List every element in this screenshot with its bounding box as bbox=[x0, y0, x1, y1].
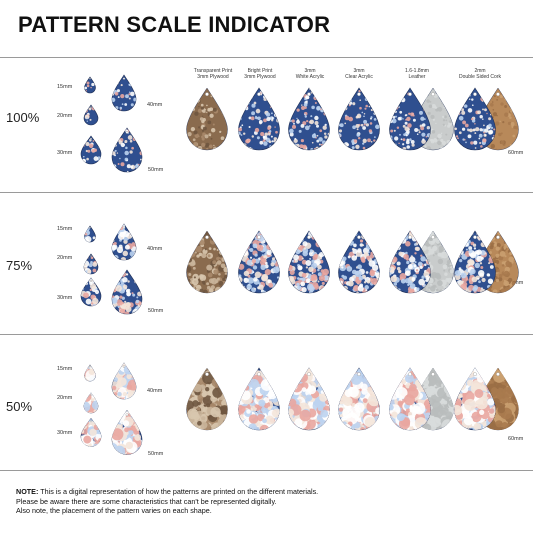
material-line: Leather bbox=[408, 74, 426, 80]
size-label-20mm: 20mm bbox=[57, 255, 73, 261]
size-label-60mm: 60mm bbox=[508, 150, 524, 156]
material-line: Bright Print bbox=[247, 68, 273, 74]
size-label-40mm: 40mm bbox=[147, 246, 163, 252]
divider bbox=[0, 57, 533, 58]
size-label-20mm: 20mm bbox=[57, 113, 73, 119]
teardrop-sample bbox=[288, 367, 330, 431]
teardrop-sample bbox=[288, 230, 330, 294]
material-line: 3mm bbox=[304, 68, 316, 74]
teardrop-sample bbox=[111, 362, 137, 400]
teardrop-sample bbox=[84, 76, 96, 94]
size-label-50mm: 50mm bbox=[148, 451, 164, 457]
teardrop-sample bbox=[84, 225, 96, 243]
teardrop-sample bbox=[80, 277, 102, 307]
size-label-50mm: 50mm bbox=[148, 308, 164, 314]
material-line: White Acrylic bbox=[295, 74, 325, 80]
material-line: 3mm bbox=[353, 68, 365, 74]
teardrop-sample bbox=[111, 409, 143, 455]
divider bbox=[0, 192, 533, 193]
material-label-leather: 1.6-1.8mm Leather bbox=[384, 68, 450, 80]
teardrop-sample bbox=[186, 230, 228, 294]
size-label-50mm: 50mm bbox=[148, 167, 164, 173]
teardrop-sample bbox=[83, 253, 99, 275]
size-label-15mm: 15mm bbox=[57, 84, 73, 90]
material-label-white-acrylic: 3mm White Acrylic bbox=[277, 68, 343, 80]
material-line: 1.6-1.8mm bbox=[405, 68, 429, 74]
teardrop-sample bbox=[454, 87, 496, 151]
size-label-20mm: 20mm bbox=[57, 395, 73, 401]
teardrop-sample bbox=[186, 87, 228, 151]
teardrop-sample bbox=[186, 367, 228, 431]
note-block: NOTE: This is a digital representation o… bbox=[16, 487, 521, 516]
scale-label-50: 50% bbox=[6, 399, 33, 414]
scale-label-75: 75% bbox=[6, 258, 33, 273]
teardrop-sample bbox=[238, 230, 280, 294]
size-label-60mm: 60mm bbox=[508, 436, 524, 442]
divider bbox=[0, 470, 533, 471]
material-line: Clear Acrylic bbox=[345, 74, 373, 80]
note-label: NOTE: bbox=[16, 487, 39, 496]
size-label-30mm: 30mm bbox=[57, 430, 73, 436]
teardrop-sample bbox=[338, 367, 380, 431]
teardrop-sample bbox=[111, 127, 143, 173]
teardrop-sample bbox=[111, 269, 143, 315]
teardrop-sample bbox=[454, 230, 496, 294]
material-line: 2mm bbox=[474, 68, 486, 74]
page-title: PATTERN SCALE INDICATOR bbox=[18, 12, 331, 37]
material-label-bright-plywood: Bright Print 3mm Plywood bbox=[227, 68, 293, 80]
teardrop-sample bbox=[389, 230, 431, 294]
size-label-15mm: 15mm bbox=[57, 226, 73, 232]
size-label-40mm: 40mm bbox=[147, 388, 163, 394]
material-line: 3mm Plywood bbox=[197, 74, 229, 80]
teardrop-sample bbox=[338, 87, 380, 151]
material-label-cork: 2mm Double Sided Cork bbox=[447, 68, 513, 80]
teardrop-sample bbox=[338, 230, 380, 294]
teardrop-sample bbox=[288, 87, 330, 151]
material-line: Double Sided Cork bbox=[459, 74, 501, 80]
teardrop-sample bbox=[238, 87, 280, 151]
teardrop-sample bbox=[389, 87, 431, 151]
teardrop-sample bbox=[83, 104, 99, 126]
teardrop-sample bbox=[111, 74, 137, 112]
material-label-transparent-plywood: Transparent Print 3mm Plywood bbox=[180, 68, 246, 80]
note-line-3: Also note, the placement of the pattern … bbox=[16, 506, 212, 515]
teardrop-sample bbox=[83, 392, 99, 414]
teardrop-sample bbox=[238, 367, 280, 431]
size-label-15mm: 15mm bbox=[57, 366, 73, 372]
teardrop-sample bbox=[111, 223, 137, 261]
material-line: 3mm Plywood bbox=[244, 74, 276, 80]
teardrop-sample bbox=[84, 364, 96, 382]
material-label-clear-acrylic: 3mm Clear Acrylic bbox=[326, 68, 392, 80]
teardrop-sample bbox=[80, 417, 102, 447]
size-label-30mm: 30mm bbox=[57, 295, 73, 301]
teardrop-sample bbox=[80, 135, 102, 165]
scale-label-100: 100% bbox=[6, 110, 40, 125]
size-label-30mm: 30mm bbox=[57, 150, 73, 156]
note-line-1: NOTE: This is a digital representation o… bbox=[16, 487, 521, 497]
material-line: Transparent Print bbox=[193, 68, 233, 74]
size-label-40mm: 40mm bbox=[147, 102, 163, 108]
divider bbox=[0, 334, 533, 335]
note-line-2: Please be aware there are some character… bbox=[16, 496, 277, 506]
note-text: This is a digital representation of how … bbox=[40, 487, 319, 496]
